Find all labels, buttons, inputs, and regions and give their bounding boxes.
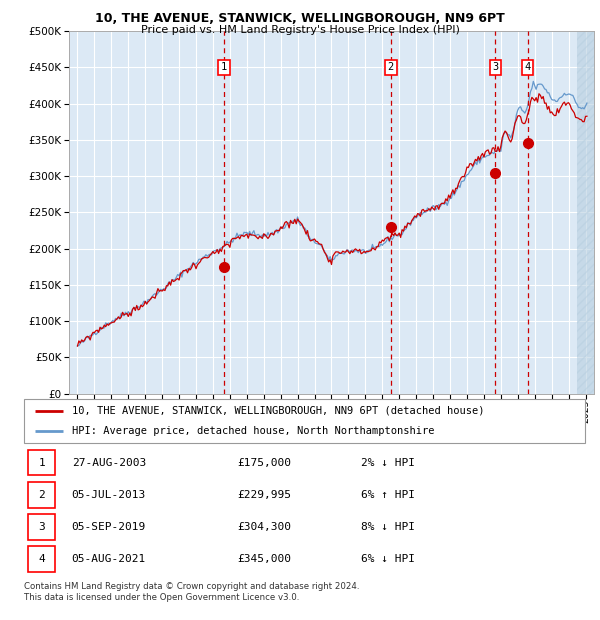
Text: 2% ↓ HPI: 2% ↓ HPI bbox=[361, 458, 415, 467]
FancyBboxPatch shape bbox=[28, 546, 55, 572]
Text: 6% ↑ HPI: 6% ↑ HPI bbox=[361, 490, 415, 500]
FancyBboxPatch shape bbox=[24, 399, 585, 443]
Text: 3: 3 bbox=[492, 62, 499, 73]
Text: £304,300: £304,300 bbox=[237, 522, 291, 532]
Text: 05-SEP-2019: 05-SEP-2019 bbox=[71, 522, 146, 532]
FancyBboxPatch shape bbox=[28, 514, 55, 540]
Text: 6% ↓ HPI: 6% ↓ HPI bbox=[361, 554, 415, 564]
Text: HPI: Average price, detached house, North Northamptonshire: HPI: Average price, detached house, Nort… bbox=[71, 426, 434, 436]
Bar bbox=[577, 31, 594, 394]
Text: 2: 2 bbox=[388, 62, 394, 73]
Text: 3: 3 bbox=[38, 522, 46, 532]
FancyBboxPatch shape bbox=[28, 450, 55, 476]
Text: 1: 1 bbox=[38, 458, 46, 467]
Text: 27-AUG-2003: 27-AUG-2003 bbox=[71, 458, 146, 467]
Text: 4: 4 bbox=[524, 62, 531, 73]
FancyBboxPatch shape bbox=[28, 482, 55, 508]
Text: £345,000: £345,000 bbox=[237, 554, 291, 564]
Text: Contains HM Land Registry data © Crown copyright and database right 2024.
This d: Contains HM Land Registry data © Crown c… bbox=[24, 582, 359, 603]
Text: £229,995: £229,995 bbox=[237, 490, 291, 500]
Text: 8% ↓ HPI: 8% ↓ HPI bbox=[361, 522, 415, 532]
Text: Price paid vs. HM Land Registry's House Price Index (HPI): Price paid vs. HM Land Registry's House … bbox=[140, 25, 460, 35]
Text: 4: 4 bbox=[38, 554, 46, 564]
Text: 2: 2 bbox=[38, 490, 46, 500]
Text: 05-AUG-2021: 05-AUG-2021 bbox=[71, 554, 146, 564]
Text: 1: 1 bbox=[221, 62, 227, 73]
Text: 10, THE AVENUE, STANWICK, WELLINGBOROUGH, NN9 6PT (detached house): 10, THE AVENUE, STANWICK, WELLINGBOROUGH… bbox=[71, 405, 484, 416]
Text: 05-JUL-2013: 05-JUL-2013 bbox=[71, 490, 146, 500]
Text: 10, THE AVENUE, STANWICK, WELLINGBOROUGH, NN9 6PT: 10, THE AVENUE, STANWICK, WELLINGBOROUGH… bbox=[95, 12, 505, 25]
Text: £175,000: £175,000 bbox=[237, 458, 291, 467]
